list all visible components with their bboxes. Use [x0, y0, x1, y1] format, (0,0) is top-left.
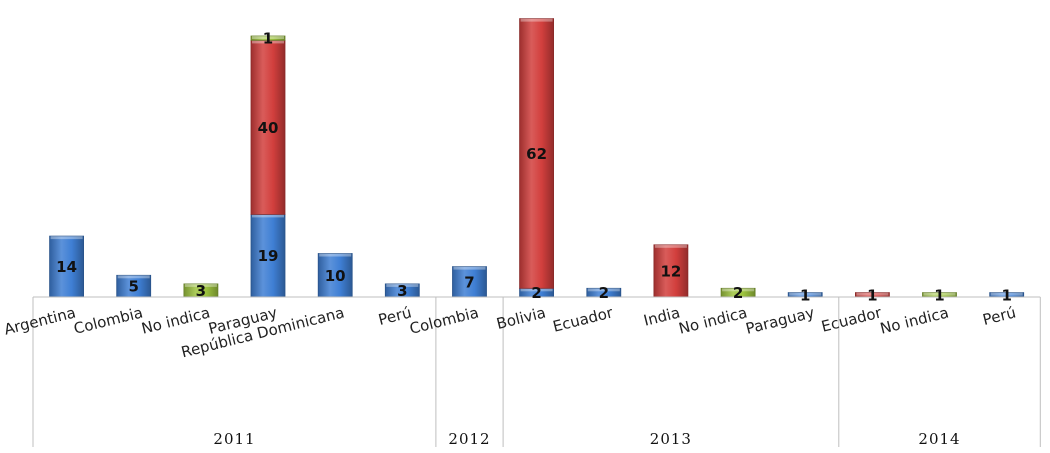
data-label: 1 — [800, 286, 810, 304]
bar-segment-2011-paraguay-0 — [250, 213, 286, 298]
category-tick-label: India — [642, 303, 682, 329]
data-label: 12 — [660, 262, 681, 280]
bar-highlight — [990, 292, 1023, 296]
bar-highlight — [252, 40, 284, 44]
bar-highlight — [587, 288, 620, 292]
bar-segment-2011-paraguay-1 — [250, 40, 286, 215]
bar-highlight — [184, 283, 217, 287]
bar-highlight — [386, 283, 419, 287]
data-label: 1 — [263, 30, 273, 48]
bar-highlight — [252, 36, 284, 39]
axis-layer — [32, 296, 1041, 447]
bar-highlight — [117, 275, 150, 279]
bar-highlight — [520, 288, 553, 292]
category-tick-label: Colombia — [72, 303, 145, 338]
data-label: 62 — [526, 145, 547, 163]
year-group-label: 2014 — [918, 430, 960, 448]
data-label: 7 — [464, 273, 474, 291]
data-label: 3 — [196, 282, 206, 300]
data-label: 2 — [531, 284, 541, 302]
bar-highlight — [654, 244, 687, 248]
bar-highlight — [520, 18, 553, 22]
data-label: 1 — [934, 286, 944, 304]
bar-segment-2013-india-0 — [653, 244, 689, 298]
data-label: 19 — [258, 247, 279, 265]
bar-highlight — [923, 292, 956, 296]
category-tick-label: No indica — [677, 303, 749, 337]
data-label: 1 — [1001, 286, 1011, 304]
category-tick-label: Paraguay — [744, 303, 816, 337]
bars-layer — [49, 18, 1025, 298]
bar-highlight — [453, 266, 486, 270]
bar-highlight — [856, 292, 889, 296]
data-label: 5 — [128, 278, 138, 296]
data-label: 3 — [397, 282, 407, 300]
data-label: 2 — [599, 284, 609, 302]
year-group-label: 2012 — [448, 430, 490, 448]
category-tick-label: No indica — [140, 303, 212, 337]
category-tick-label: Argentina — [2, 303, 77, 338]
category-tick-label: Bolivia — [495, 303, 548, 333]
category-tick-label: Perú — [981, 303, 1018, 329]
bar-segment-2011-argentina-0 — [49, 235, 84, 298]
year-group-label: 2013 — [650, 430, 692, 448]
bar-segment-2011-paraguay-2 — [250, 35, 286, 41]
category-tick-label: Ecuador — [820, 303, 885, 335]
data-label: 1 — [867, 286, 877, 304]
bar-segment-2011-república-dominicana-0 — [317, 253, 353, 298]
data-label: 10 — [325, 267, 346, 285]
bar-highlight — [252, 214, 284, 218]
category-tick-label: No indica — [878, 303, 950, 337]
bar-highlight — [789, 292, 822, 296]
category-tick-label: Colombia — [408, 303, 481, 338]
bar-highlight — [319, 253, 352, 257]
category-tick-label: Perú — [376, 303, 413, 329]
year-group-label: 2011 — [213, 430, 255, 448]
bar-highlight — [722, 288, 755, 292]
bar-highlight — [50, 236, 83, 240]
bar-segment-2013-bolivia-1 — [519, 18, 554, 289]
data-label: 40 — [258, 119, 279, 137]
category-tick-label: Ecuador — [551, 303, 616, 335]
data-label: 2 — [733, 284, 743, 302]
data-label: 14 — [56, 258, 77, 276]
